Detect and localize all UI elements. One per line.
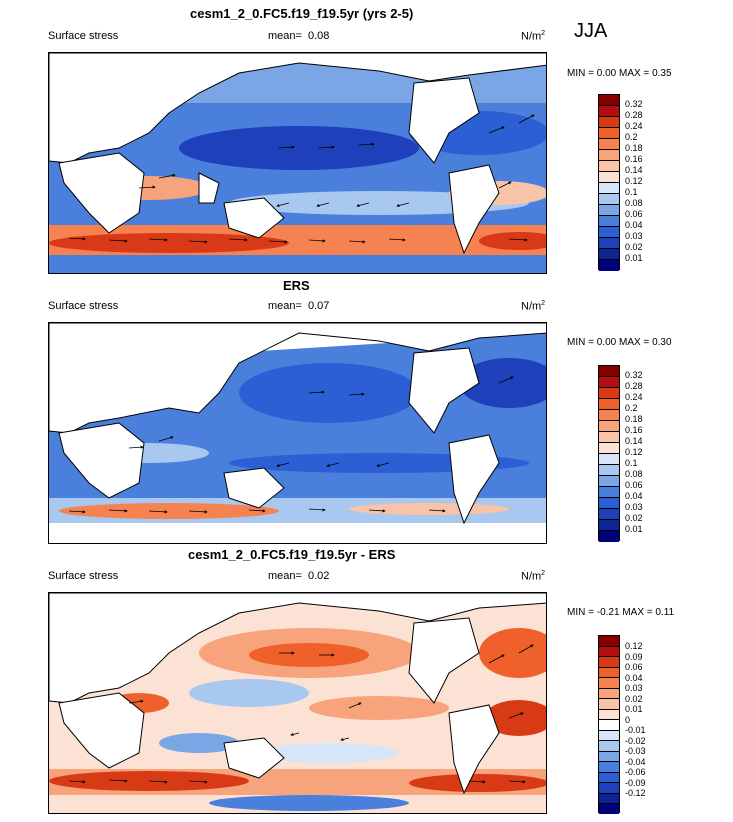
colorbar-tick-label: 0.28	[625, 381, 643, 391]
panel3-colorbar	[598, 635, 620, 814]
colorbar-tick-label: 0.08	[625, 198, 643, 208]
panel2-map	[48, 322, 547, 544]
colorbar-tick-label: 0.12	[625, 641, 643, 651]
colorbar-tick-label: -0.06	[625, 767, 646, 777]
panel2-variable: Surface stress	[48, 300, 119, 312]
colorbar-tick-label: -0.02	[625, 736, 646, 746]
panel3-units: N/m2	[521, 570, 546, 583]
panel3-title: cesm1_2_0.FC5.f19_f19.5yr - ERS	[188, 547, 396, 562]
colorbar-tick-label: 0.14	[625, 436, 643, 446]
colorbar-tick-label: -0.01	[625, 725, 646, 735]
colorbar-tick-label: 0.2	[625, 132, 638, 142]
colorbar-tick-label: 0.28	[625, 110, 643, 120]
panel1-units: N/m2	[521, 30, 546, 43]
colorbar-tick-label: -0.09	[625, 778, 646, 788]
panel2-minmax: MIN = 0.00 MAX = 0.30	[567, 337, 672, 348]
colorbar-tick-label: 0.03	[625, 683, 643, 693]
panel2-title: ERS	[283, 278, 310, 293]
colorbar-tick-label: 0.01	[625, 253, 643, 263]
panel3-mean-value: 0.02	[308, 570, 330, 582]
colorbar-tick-label: -0.04	[625, 757, 646, 767]
panel1-colorbar	[598, 94, 620, 271]
colorbar-tick-label: 0.18	[625, 143, 643, 153]
panel1-mean-value: 0.08	[308, 30, 330, 42]
colorbar-tick-label: -0.12	[625, 788, 646, 798]
colorbar-tick-label: 0.32	[625, 370, 643, 380]
colorbar-tick-label: 0.2	[625, 403, 638, 413]
panel3-map	[48, 592, 547, 814]
colorbar-tick-label: 0.04	[625, 491, 643, 501]
colorbar-tick-label: 0.01	[625, 524, 643, 534]
colorbar-tick-label: 0.04	[625, 220, 643, 230]
colorbar-tick-label: 0.24	[625, 392, 643, 402]
season-label: JJA	[574, 20, 608, 42]
panel1-title: cesm1_2_0.FC5.f19_f19.5yr (yrs 2-5)	[190, 6, 414, 21]
colorbar-tick-label: 0.08	[625, 469, 643, 479]
colorbar-tick-label: 0.12	[625, 447, 643, 457]
panel1-variable: Surface stress	[48, 30, 119, 42]
colorbar-tick-label: 0.01	[625, 704, 643, 714]
colorbar-tick-label: 0.09	[625, 652, 643, 662]
colorbar-tick-label: 0.03	[625, 231, 643, 241]
colorbar-tick-label: 0.02	[625, 694, 643, 704]
colorbar-tick-label: 0.16	[625, 154, 643, 164]
colorbar-tick-label: 0.1	[625, 458, 638, 468]
colorbar-tick-label: 0.18	[625, 414, 643, 424]
panel1-minmax: MIN = 0.00 MAX = 0.35	[567, 68, 672, 79]
colorbar-tick-label: 0.02	[625, 242, 643, 252]
colorbar-tick-label: 0.04	[625, 673, 643, 683]
panel2-units: N/m2	[521, 300, 546, 313]
colorbar-tick-label: 0.16	[625, 425, 643, 435]
panel2-mean-label: mean=	[268, 300, 302, 312]
colorbar-tick-label: 0.02	[625, 513, 643, 523]
panel2-mean-value: 0.07	[308, 300, 330, 312]
panel1-map	[48, 52, 547, 274]
colorbar-tick-label: 0.06	[625, 209, 643, 219]
colorbar-tick-label: 0.03	[625, 502, 643, 512]
colorbar-tick-label: 0	[625, 715, 631, 725]
colorbar-tick-label: 0.06	[625, 662, 643, 672]
panel3-mean-label: mean=	[268, 570, 302, 582]
panel1-mean-label: mean=	[268, 30, 302, 42]
colorbar-tick-label: 0.06	[625, 480, 643, 490]
panel2-colorbar	[598, 365, 620, 542]
colorbar-tick-label: 0.1	[625, 187, 638, 197]
colorbar-tick-label: -0.03	[625, 746, 646, 756]
colorbar-tick-label: 0.14	[625, 165, 643, 175]
colorbar-tick-label: 0.24	[625, 121, 643, 131]
colorbar-tick-label: 0.12	[625, 176, 643, 186]
panel3-minmax: MIN = -0.21 MAX = 0.11	[567, 607, 675, 618]
panel3-variable: Surface stress	[48, 570, 119, 582]
colorbar-tick-label: 0.32	[625, 99, 643, 109]
